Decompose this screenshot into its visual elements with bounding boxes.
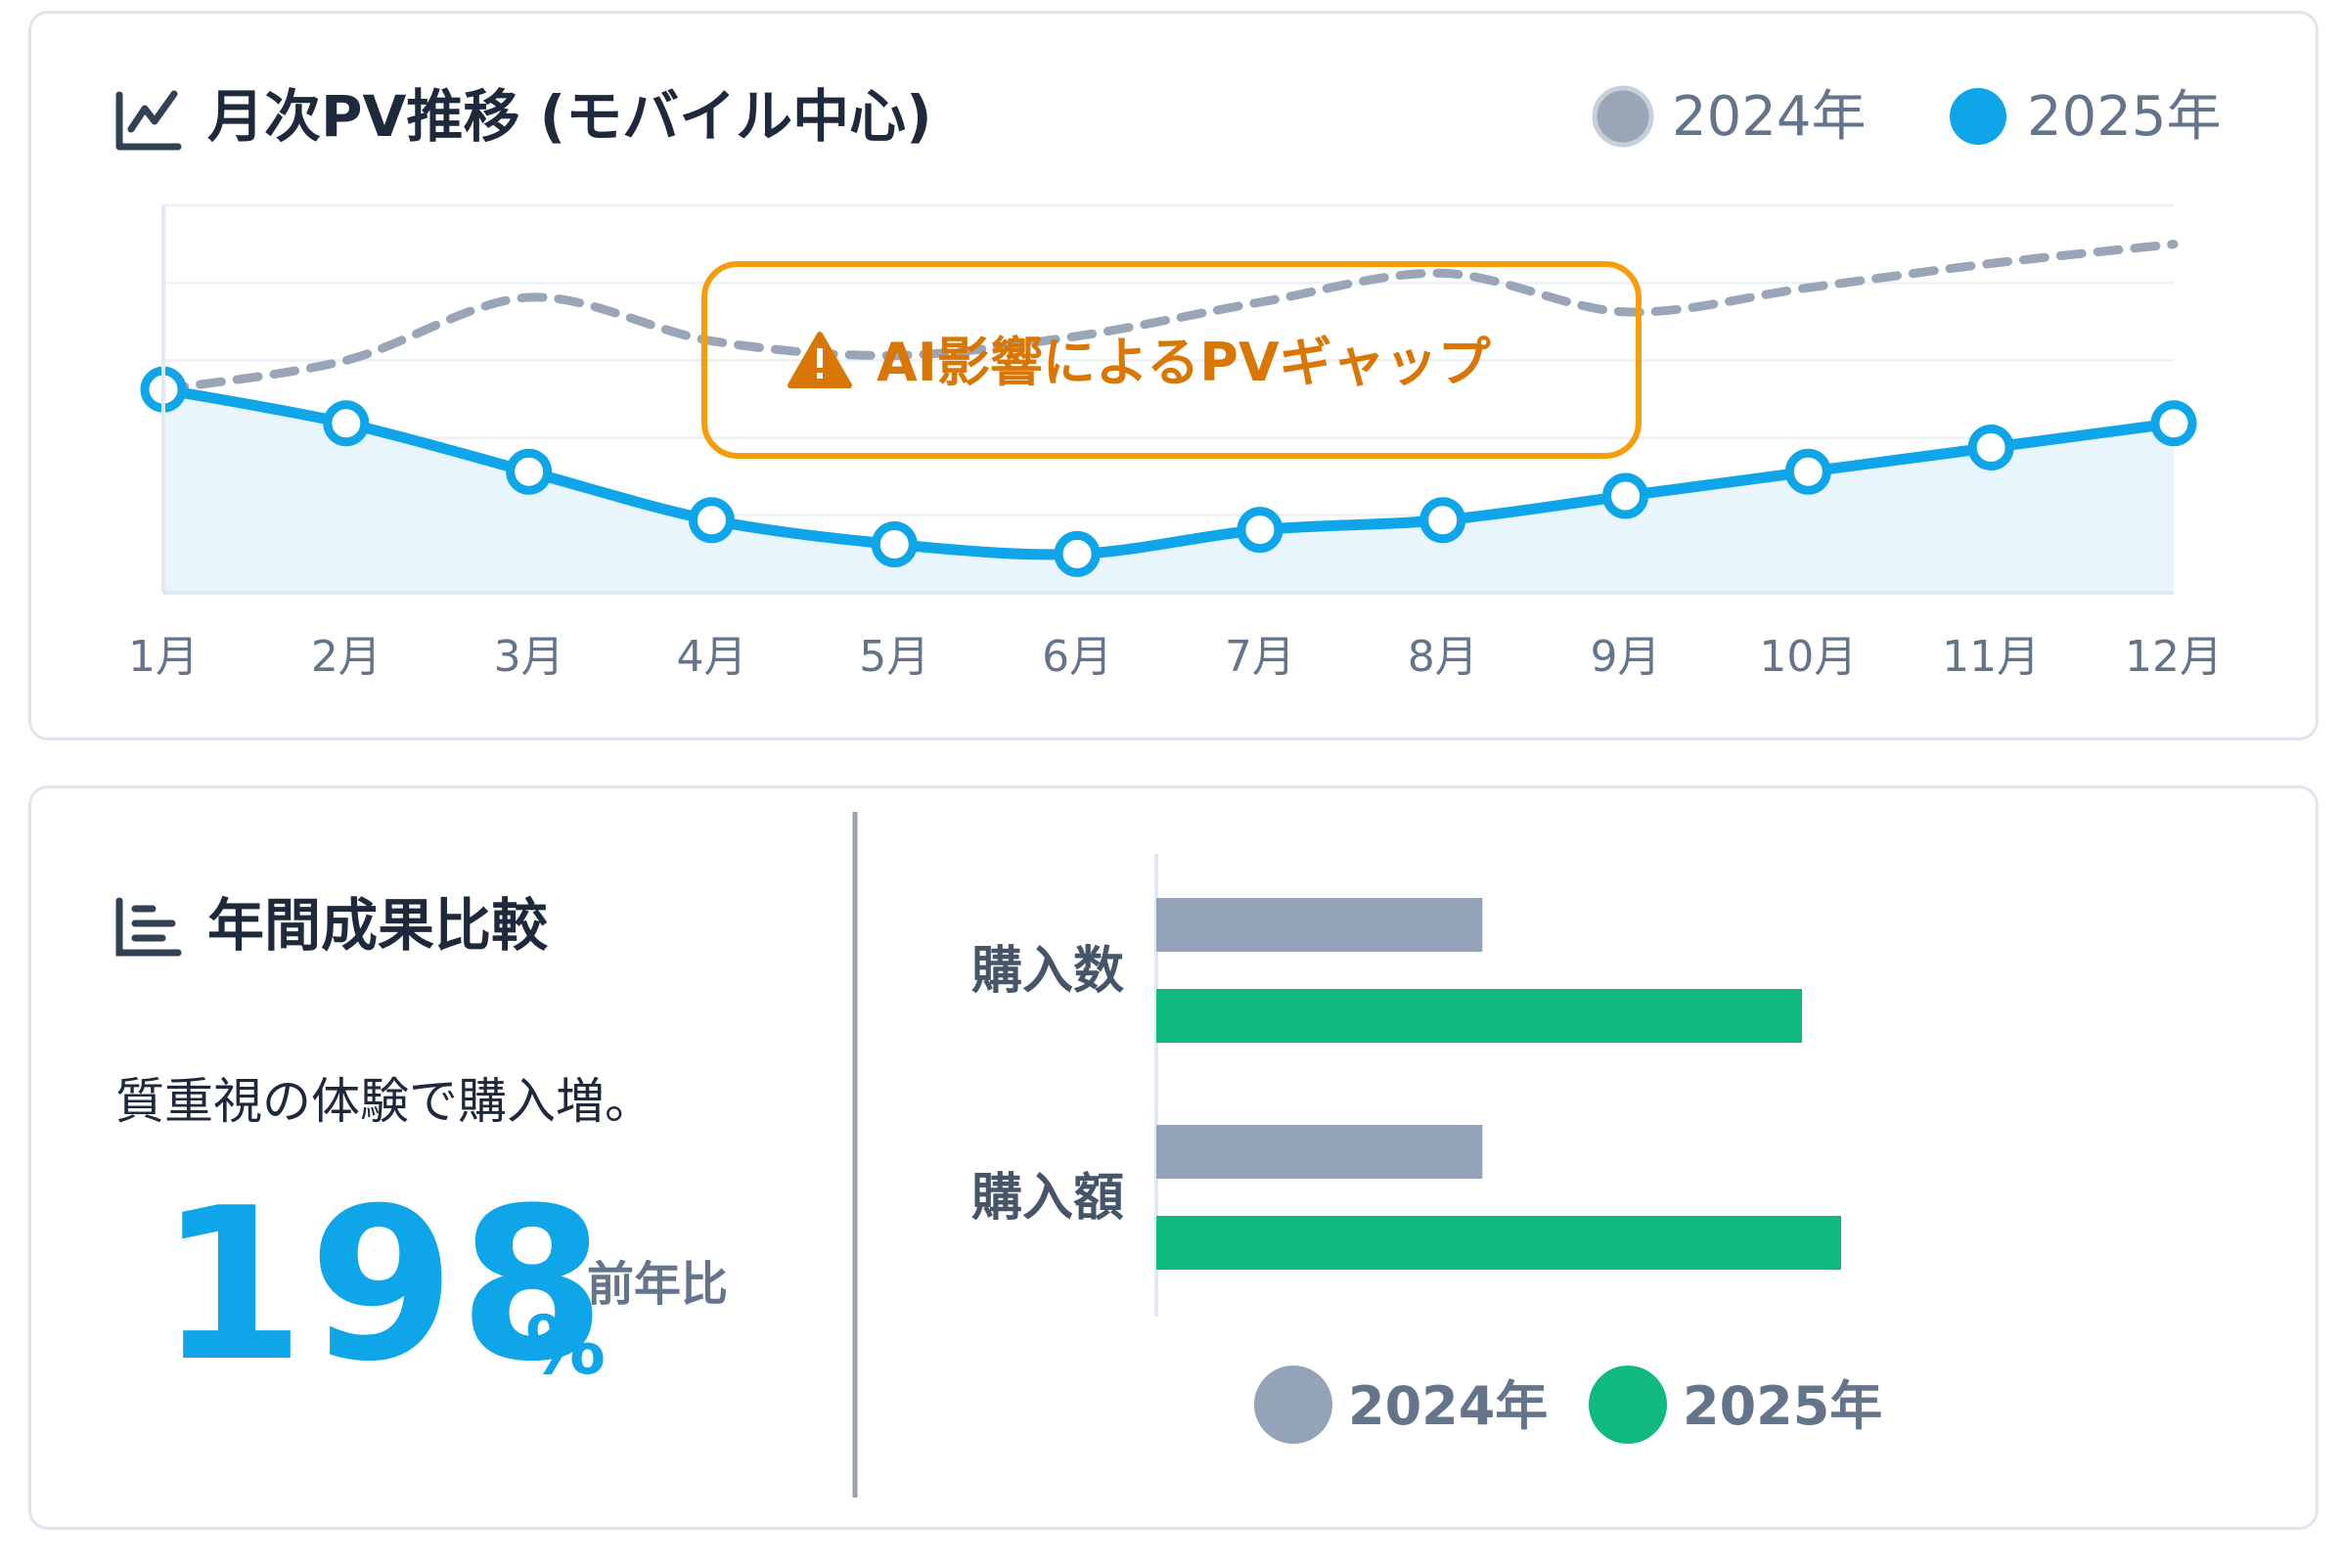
annual-comparison-title: 年間成果比較 [207, 892, 549, 959]
bar-購入額-2025年 [1156, 1216, 1841, 1270]
series-2025-point-6 [1054, 530, 1101, 577]
highlight-caption: 前年比 [587, 1257, 728, 1312]
series-2024-line [158, 240, 2179, 394]
pv-gap-annotation-text: AI影響によるPVギャップ [877, 332, 1491, 393]
x-tick-label: 3月 [494, 632, 564, 682]
legend-label-2024年: 2024年 [1672, 85, 1867, 149]
series-2025-point-7 [1237, 507, 1283, 554]
series-2025-point-9 [1602, 472, 1649, 519]
monthly-pv-card: 月次PV推移 (モバイル中心) 2024年 2025年 1月 2月 3月 4月 5月 6月 7… [28, 11, 2318, 740]
warning-icon [788, 332, 852, 388]
comparison-description: 質重視の体験で購入増。 [115, 1073, 653, 1130]
series-2025-point-8 [1419, 497, 1466, 544]
x-tick-label: 1月 [128, 632, 199, 682]
annual-comparison-card: 年間成果比較 質重視の体験で購入増。 % 前年比 購入数 購入額 2024年 202… [28, 785, 2318, 1530]
series-2025-area [163, 389, 2174, 593]
bar-legend: 2024年 2025年 [1254, 1366, 1882, 1444]
bar-chart-icon [115, 897, 182, 957]
legend-swatch-2024年 [1592, 85, 1654, 148]
bar-legend-swatch-2025年 [1589, 1366, 1667, 1444]
x-tick-label: 10月 [1759, 632, 1857, 682]
bar-chart-bars [1156, 898, 1841, 1270]
x-tick-label: 2月 [311, 632, 382, 682]
series-2025-point-10 [1784, 448, 1831, 495]
x-tick-labels: 1月 2月 3月 4月 5月 6月 7月 8月 9月 10月 11月 12月 [128, 632, 2223, 682]
series-2025-markers [140, 366, 2197, 577]
x-tick-label: 11月 [1942, 632, 2040, 682]
bar-legend-label-2025年: 2025年 [1683, 1375, 1882, 1437]
series-2025-point-12 [2150, 400, 2197, 447]
bar-購入額-2024年 [1156, 1125, 1483, 1179]
line-legend: 2024年 2025年 [1592, 85, 2222, 149]
line-chart-title: 月次PV推移 (モバイル中心) [207, 83, 932, 150]
bar-category-label: 購入数 [971, 942, 1124, 1001]
series-2025-point-11 [1967, 425, 2014, 470]
x-tick-label: 8月 [1408, 632, 1478, 682]
x-tick-label: 12月 [2125, 632, 2223, 682]
highlight-value: 198 [158, 1162, 609, 1408]
bar-category-label: 購入額 [971, 1169, 1124, 1228]
series-2025-point-4 [688, 497, 735, 544]
monthly-pv-chart: 月次PV推移 (モバイル中心) 2024年 2025年 1月 2月 3月 4月 5月 6月 7… [115, 83, 2223, 682]
pv-gap-annotation-box [701, 261, 1642, 459]
bar-legend-swatch-2024年 [1254, 1366, 1332, 1444]
x-tick-label: 6月 [1042, 632, 1112, 682]
x-tick-label: 7月 [1225, 632, 1295, 682]
bar-購入数-2025年 [1156, 989, 1802, 1043]
highlight-unit: % [525, 1300, 606, 1393]
x-tick-label: 9月 [1591, 632, 1661, 682]
series-2025-point-3 [506, 448, 553, 495]
legend-swatch-2025年 [1950, 88, 2006, 145]
x-tick-label: 5月 [859, 632, 929, 682]
x-tick-label: 4月 [676, 632, 746, 682]
line-chart-icon [115, 90, 182, 151]
bar-購入数-2024年 [1156, 898, 1483, 952]
legend-label-2025年: 2025年 [2027, 85, 2222, 149]
series-2025-point-2 [323, 400, 370, 447]
series-2025-point-5 [871, 521, 918, 567]
bar-legend-label-2024年: 2024年 [1348, 1375, 1548, 1437]
